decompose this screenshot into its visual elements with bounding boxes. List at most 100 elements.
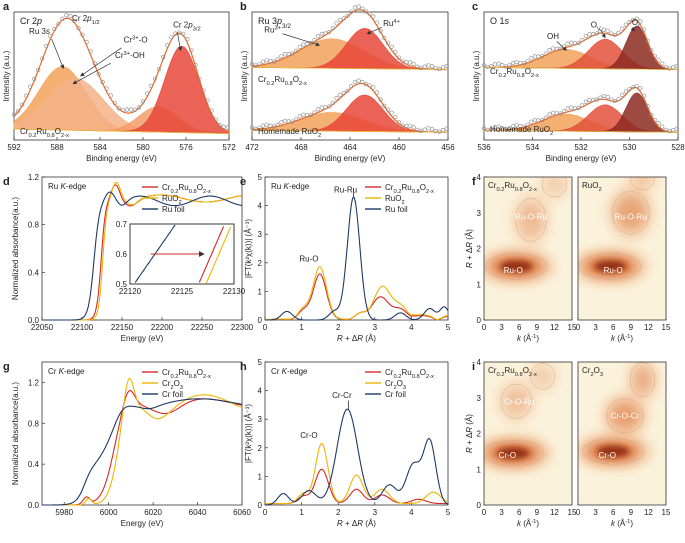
bond-label: Ru-O-Ru: [615, 212, 647, 221]
data-point: [44, 44, 49, 49]
x-tick-label: 12: [550, 323, 559, 332]
contour-line: [484, 440, 545, 467]
x-axis-label: k (Å-1): [517, 519, 539, 528]
panel-a: 592 588 584 580 576 572 Cr 2p Cr0.2Ru0.8O2-x Int…: [2, 11, 236, 163]
data-point: [294, 48, 299, 53]
panel-d-inset-frame: [129, 223, 235, 285]
data-point: [11, 112, 17, 117]
data-point: [612, 98, 618, 104]
data-point: [532, 54, 538, 59]
data-point: [301, 42, 306, 47]
data-point: [638, 19, 643, 24]
panel-a-frame: [13, 11, 230, 141]
y-axis-label: |FT(k²χ(k))| (Å⁻³): [244, 219, 253, 279]
data-point: [360, 80, 365, 85]
data-point: [551, 46, 556, 51]
data-point: [128, 107, 134, 112]
label-ol: OL: [632, 18, 641, 30]
x-tick-label: 5: [446, 323, 451, 332]
data-point: [598, 95, 603, 100]
data-point: [507, 63, 512, 68]
annotation-arrow: [51, 38, 65, 69]
y-tick-label: 3: [258, 415, 263, 424]
data-point: [316, 34, 321, 39]
label-ru-ru: Ru-Ru: [334, 186, 357, 195]
x-axis-label: k (Å-1): [611, 334, 633, 343]
data-point: [352, 79, 358, 85]
data-point: [422, 127, 427, 132]
data-point: [407, 123, 413, 128]
data-point: [587, 32, 592, 37]
baseline: [13, 128, 230, 134]
series-2: [265, 196, 449, 321]
data-point: [319, 105, 324, 110]
label-ru-o: Ru-O: [299, 254, 318, 263]
data-point: [396, 55, 402, 60]
data-point: [148, 83, 154, 89]
x-tick-label: 5980: [55, 508, 73, 517]
data-point: [132, 107, 138, 112]
data-point: [634, 16, 639, 21]
data-point: [136, 105, 142, 110]
y-tick-label: 4: [477, 173, 482, 182]
legend-entry: Cr foil: [385, 390, 406, 399]
y-tick-label: 0: [477, 501, 482, 510]
legend-entry: Cr2O3: [162, 379, 183, 391]
data-point: [601, 27, 607, 32]
data-point: [330, 26, 335, 31]
panel-b-title: Ru 3p3/2: [258, 16, 291, 30]
y-tick-label: 1.2: [28, 173, 40, 182]
data-point: [616, 96, 621, 101]
data-point: [481, 63, 487, 68]
heat-layer: [484, 177, 572, 320]
data-point: [374, 90, 380, 95]
contour-line: [582, 438, 645, 465]
x-tick-label: 22050: [31, 323, 54, 332]
data-point: [503, 64, 508, 69]
data-point: [587, 97, 592, 103]
x-tick-label: 22100: [71, 323, 94, 332]
data-point: [275, 57, 280, 62]
y-tick-label: 3: [477, 209, 482, 218]
y-tick-label: 2: [477, 245, 482, 254]
y-tick-label: 1: [258, 472, 263, 481]
data-point: [367, 83, 372, 88]
contour-line: [500, 383, 532, 419]
data-point: [623, 22, 628, 27]
heatmap-i-0-frame: [483, 361, 573, 506]
data-point: [382, 103, 387, 108]
x-axis-label: Energy (eV): [121, 519, 164, 528]
data-point: [598, 29, 603, 34]
heatmap-title: Cr2O3: [582, 366, 603, 378]
y-tick-label: 4: [258, 387, 263, 396]
heatmap-f-0: 0 3 6 9 12 1501234Cr0.2Ru0.8O2-xRu-O-RuRu-Ok …: [477, 173, 577, 343]
data-point: [80, 32, 85, 37]
panel-c-sample-1: Cr0.2Ru0.8O2-x: [490, 67, 539, 79]
data-point: [225, 125, 230, 130]
data-point: [76, 26, 81, 31]
contour-line: [579, 253, 642, 280]
panel-h-title: Cr K-edge: [271, 367, 308, 376]
data-point: [290, 119, 295, 124]
panel-h-frame: [264, 361, 449, 506]
heat-blob: [543, 177, 565, 195]
data-point: [565, 106, 570, 111]
data-point: [616, 30, 621, 35]
label-cr3-o: Cr3+-O: [124, 36, 148, 45]
y-tick-label: 2: [258, 259, 263, 268]
y-tick-label: 2: [258, 444, 263, 453]
x-tick-label: 588: [50, 143, 64, 152]
x-tick-label: 4: [409, 508, 414, 517]
data-point: [521, 61, 527, 66]
data-point: [481, 126, 487, 131]
panel-letter-f: f: [472, 176, 476, 188]
heatmap-title: Cr0.2Ru0.8O2-x: [488, 181, 537, 193]
data-point: [308, 112, 313, 118]
y-tick-label: 0.8: [28, 221, 40, 230]
data-point: [641, 93, 647, 98]
data-point: [489, 64, 494, 69]
data-point: [209, 108, 214, 113]
data-point: [393, 115, 398, 120]
data-point: [583, 34, 588, 39]
x-tick-label: 22130: [223, 287, 246, 296]
